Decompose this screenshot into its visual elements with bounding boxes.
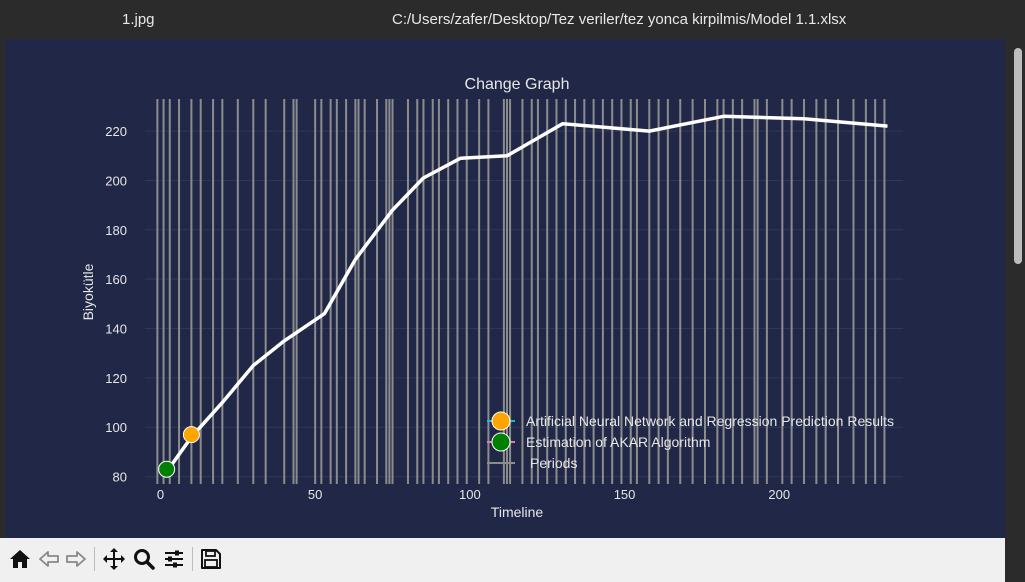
tab-image[interactable]: 1.jpg: [122, 11, 155, 28]
biomass-curve: [165, 114, 888, 473]
legend-akar-label: Estimation of AKAR Algorithm: [526, 434, 710, 450]
y-tick-label: 120: [105, 371, 127, 386]
legend: Artificial Neural Network and Regression…: [487, 411, 894, 471]
y-tick-label: 80: [113, 470, 127, 485]
ann-prediction-point: [182, 426, 200, 444]
x-tick-label: 0: [157, 487, 164, 502]
x-tick-label: 100: [459, 487, 481, 502]
chart: Change Graph 80 100 120 140 160 180 200 220 0 50…: [80, 76, 903, 520]
configure-button[interactable]: [161, 546, 187, 572]
legend-periods-label: Periods: [530, 455, 577, 471]
home-icon: [10, 550, 30, 568]
home-button[interactable]: [7, 546, 33, 572]
forward-button[interactable]: [63, 546, 89, 572]
save-icon: [201, 549, 221, 569]
gridlines: [145, 130, 903, 478]
arrow-left-icon: [39, 551, 59, 567]
y-tick-label: 220: [105, 124, 127, 139]
navigation-toolbar: [0, 538, 1005, 582]
x-tick-label: 200: [768, 487, 790, 502]
legend-ann-label: Artificial Neural Network and Regression…: [526, 413, 894, 429]
save-button[interactable]: [198, 546, 224, 572]
tab-bar: 1.jpg C:/Users/zafer/Desktop/Tez veriler…: [0, 0, 1025, 38]
plot-canvas[interactable]: Change Graph 80 100 120 140 160 180 200 220 0 50…: [5, 39, 1005, 538]
back-button[interactable]: [36, 546, 62, 572]
period-lines: [156, 99, 886, 484]
toolbar-separator: [94, 547, 95, 571]
chart-title: Change Graph: [465, 76, 570, 93]
x-tick-label: 50: [308, 487, 322, 502]
zoom-icon: [134, 549, 155, 570]
y-tick-label: 160: [105, 272, 127, 287]
legend-akar-marker: [491, 432, 511, 452]
sliders-icon: [165, 550, 183, 568]
zoom-button[interactable]: [131, 546, 157, 572]
y-tick-label: 180: [105, 223, 127, 238]
legend-ann-marker: [491, 411, 511, 431]
arrow-right-icon: [66, 551, 86, 567]
pan-button[interactable]: [101, 546, 127, 572]
y-tick-label: 200: [105, 173, 127, 188]
tab-file-path[interactable]: C:/Users/zafer/Desktop/Tez veriler/tez y…: [392, 11, 847, 28]
vertical-scrollbar[interactable]: [1014, 48, 1022, 264]
x-axis-label: Timeline: [491, 504, 544, 520]
toolbar-separator: [192, 547, 193, 571]
akar-estimation-point: [158, 460, 176, 478]
x-tick-label: 150: [614, 487, 636, 502]
y-tick-label: 100: [105, 420, 127, 435]
y-tick-label: 140: [105, 322, 127, 337]
y-axis-label: Biyokütle: [80, 263, 96, 320]
move-icon: [103, 548, 125, 570]
